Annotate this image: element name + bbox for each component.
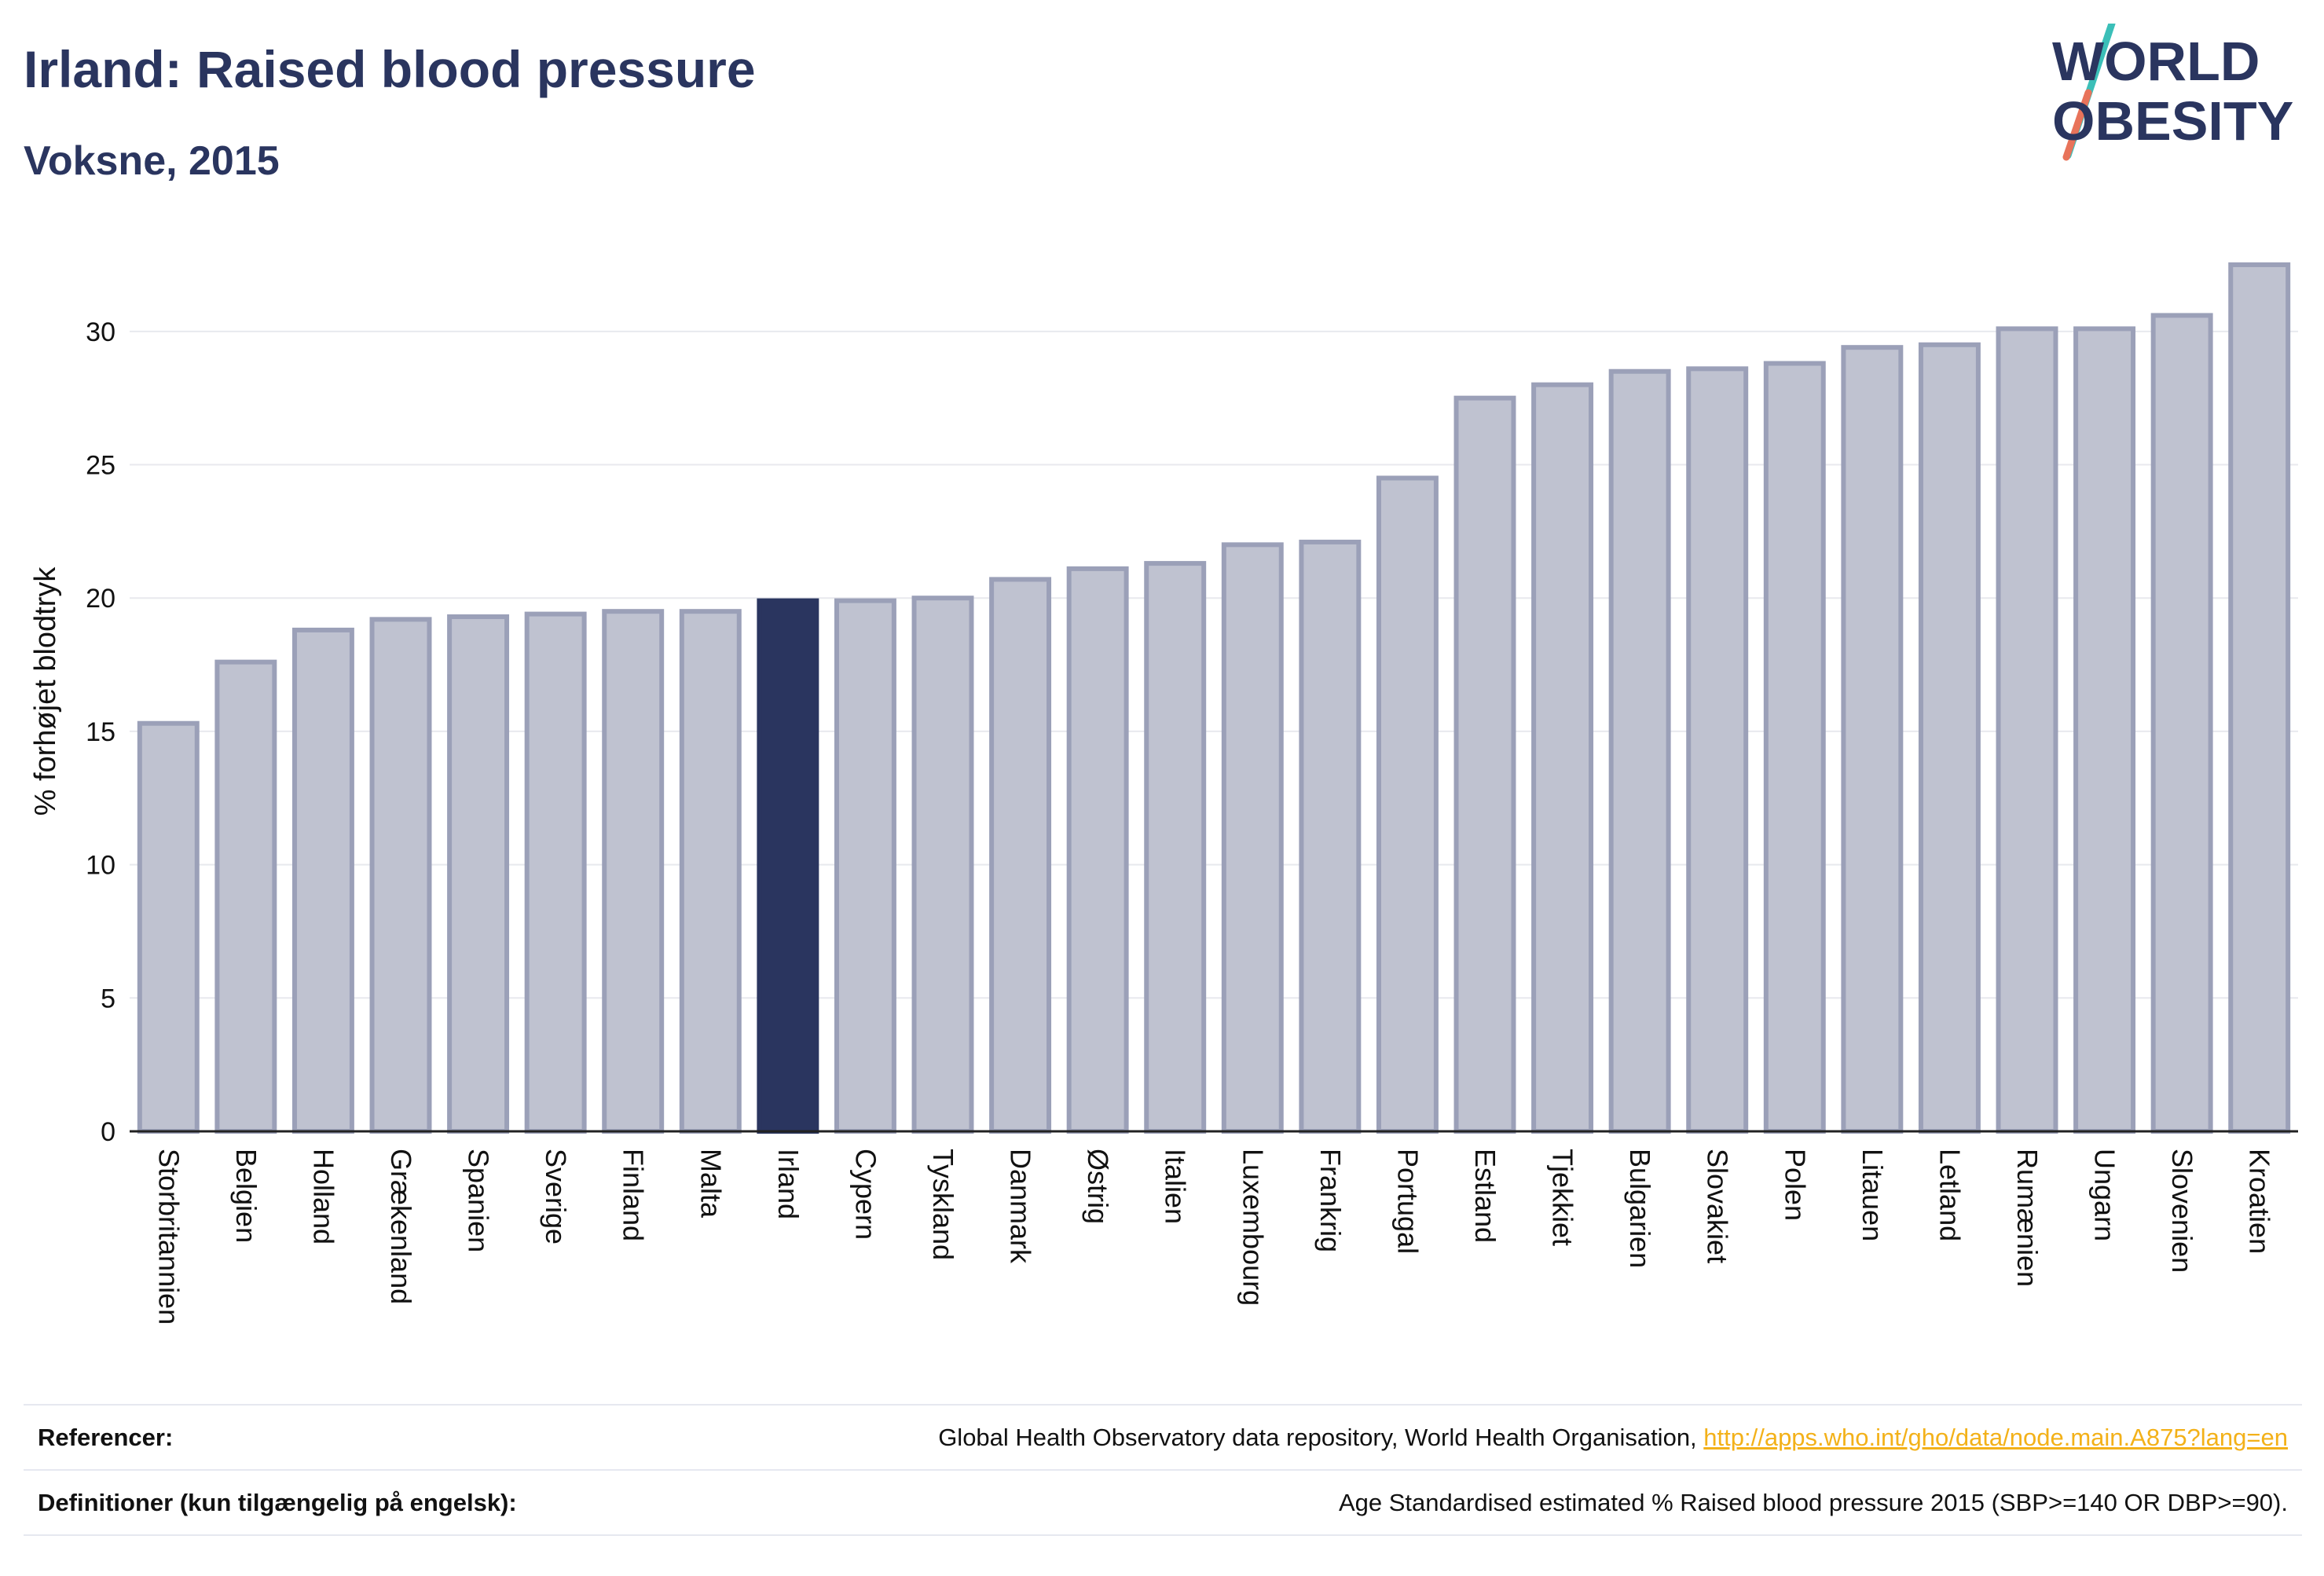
bar (2073, 326, 2136, 1134)
x-tick-label: Cypern (849, 1149, 882, 1240)
y-tick-label: 20 (86, 584, 115, 614)
x-tick-label: Litauen (1857, 1149, 1889, 1241)
logo-text-world: WORLD (2052, 31, 2260, 92)
y-tick-label: 0 (101, 1117, 115, 1147)
y-tick-label: 25 (86, 451, 115, 481)
x-tick-label: Luxembourg (1237, 1149, 1269, 1306)
x-tick-label: Slovakiet (1702, 1149, 1734, 1263)
x-tick-label: Tjekkiet (1547, 1149, 1579, 1246)
x-tick-label: Danmark (1005, 1149, 1037, 1264)
bar (1608, 368, 1671, 1134)
y-axis-label: % forhøjet blodtryk (29, 566, 62, 816)
x-tick-label: Rumænien (2011, 1149, 2044, 1287)
bar (1453, 395, 1516, 1134)
bar (1376, 475, 1439, 1134)
bar (1686, 366, 1749, 1134)
references-link[interactable]: http://apps.who.int/gho/data/node.main.A… (1703, 1424, 2288, 1451)
x-tick-label: Storbritannien (152, 1149, 185, 1325)
bar (679, 609, 742, 1134)
bar (1841, 345, 1904, 1134)
x-tick-label: Italien (1160, 1149, 1192, 1224)
bar (2228, 262, 2291, 1134)
x-tick-label: Sverige (540, 1149, 572, 1244)
logo-text-obesity: OBESITY (2052, 90, 2293, 152)
y-tick-label: 10 (86, 851, 115, 881)
page-title: Irland: Raised blood pressure (24, 40, 756, 98)
footer-divider-top (24, 1404, 2302, 1406)
x-tick-label: Estland (1469, 1149, 1501, 1243)
definitions-text: Age Standardised estimated % Raised bloo… (1338, 1489, 2288, 1516)
footer-divider-bottom (24, 1534, 2302, 1536)
bar (1066, 566, 1129, 1134)
bar (369, 617, 432, 1134)
bar (214, 659, 277, 1134)
x-tick-label: Holland (307, 1149, 339, 1244)
bar (1996, 326, 2058, 1134)
x-tick-label: Slovenien (2166, 1149, 2198, 1273)
x-tick-label: Tyskland (927, 1149, 959, 1260)
footer-divider-middle (24, 1469, 2302, 1471)
page-subtitle: Voksne, 2015 (24, 138, 280, 184)
bar (1144, 561, 1207, 1134)
references-label: Referencer: (38, 1424, 174, 1451)
bar (602, 609, 665, 1134)
bar (1299, 539, 1362, 1134)
bar (291, 627, 354, 1134)
x-tick-label: Bulgarien (1624, 1149, 1656, 1268)
x-tick-label: Spanien (463, 1149, 495, 1252)
x-tick-label: Polen (1779, 1149, 1811, 1221)
y-tick-label: 15 (86, 717, 115, 747)
x-tick-label: Ungarn (2089, 1149, 2121, 1241)
bar-chart: 0 5 10 15 20 25 30 % forhøjet blodtryk Storbrita… (29, 262, 2298, 1325)
references-value: Global Health Observatory data repositor… (938, 1424, 2288, 1452)
x-tick-label: Letland (1934, 1149, 1966, 1241)
x-tick-label: Irland (772, 1149, 805, 1219)
x-tick-label: Malta (695, 1149, 727, 1219)
bar (911, 596, 974, 1134)
x-tick-label: Grækenland (385, 1149, 417, 1304)
x-tick-label: Belgien (230, 1149, 262, 1243)
bar (1918, 342, 1981, 1134)
bar (1221, 542, 1284, 1134)
y-tick-label: 5 (101, 984, 115, 1013)
references-row: Referencer: Global Health Observatory da… (24, 1406, 2302, 1469)
bar (2150, 313, 2213, 1134)
x-tick-label: Kroatien (2244, 1149, 2276, 1254)
x-tick-label: Østrig (1082, 1149, 1114, 1224)
definitions-label: Definitioner (kun tilgængelig på engelsk… (38, 1489, 517, 1516)
bar (1531, 382, 1594, 1134)
bar (524, 611, 587, 1134)
y-tick-label: 30 (86, 317, 115, 347)
definitions-row: Definitioner (kun tilgængelig på engelsk… (24, 1472, 2302, 1534)
x-tick-label: Portugal (1391, 1149, 1424, 1254)
bar (447, 614, 510, 1134)
x-tick-label: Finland (618, 1149, 650, 1241)
bar (757, 598, 819, 1134)
bar (137, 720, 200, 1134)
bar (1763, 361, 1826, 1134)
bar (834, 598, 896, 1134)
x-tick-label: Frankrig (1314, 1149, 1347, 1252)
bar (989, 577, 1052, 1134)
references-text: Global Health Observatory data repositor… (938, 1424, 1704, 1451)
